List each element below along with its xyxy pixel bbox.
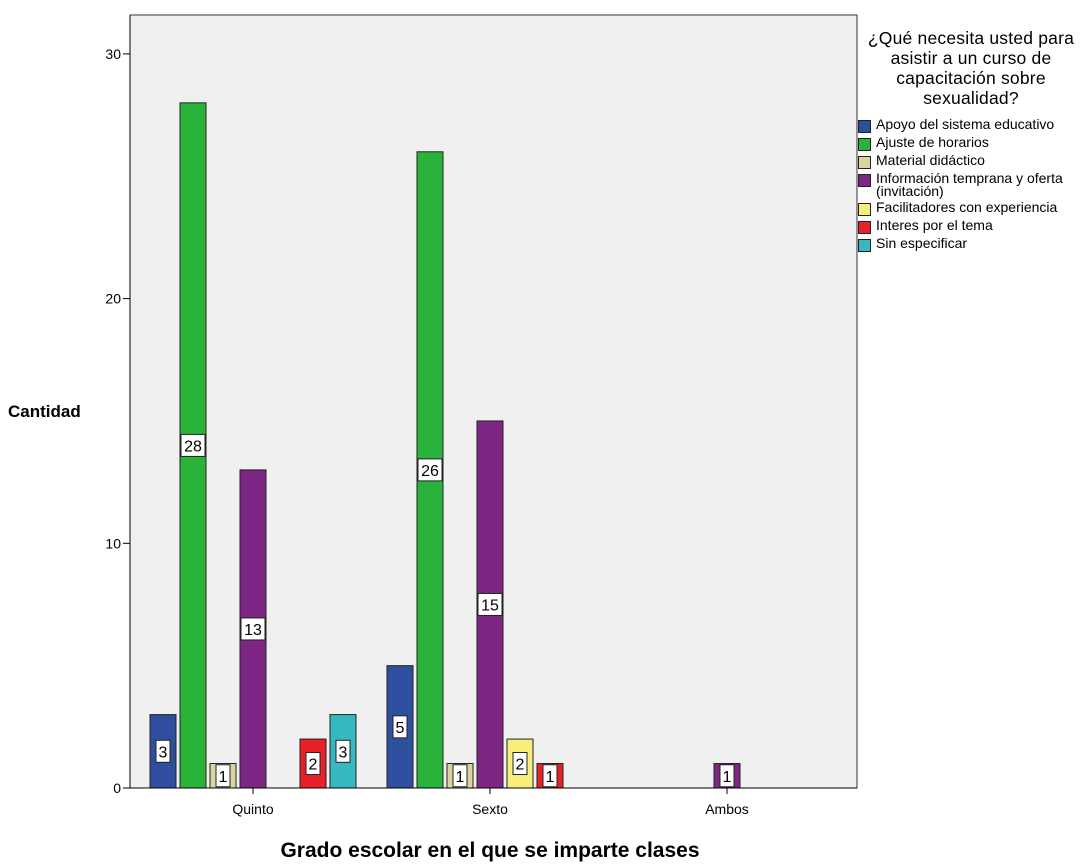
legend-item-informacion-temprana-y-oferta-invitacion: Información temprana y oferta (invitació… [858, 170, 1084, 198]
x-axis-title: Grado escolar en el que se imparte clase… [280, 839, 699, 862]
data-label: 1 [215, 764, 231, 788]
data-label: 1 [542, 764, 558, 788]
legend-label: Ajuste de horarios [876, 134, 989, 150]
data-label-text: 1 [219, 769, 228, 786]
data-label-text: 1 [456, 769, 465, 786]
y-axis-title: Cantidad [8, 402, 81, 421]
data-label: 1 [719, 764, 735, 788]
legend-item-sin-especificar: Sin especificar [858, 235, 1084, 252]
legend-label: Información temprana y oferta (invitació… [876, 170, 1063, 199]
x-tick-label: Sexto [472, 801, 508, 817]
data-label-box [180, 433, 206, 457]
legend-swatch [858, 221, 871, 234]
data-label-box [719, 764, 735, 788]
data-label-box [335, 739, 351, 763]
data-label: 2 [512, 752, 528, 776]
legend-items: Apoyo del sistema educativo Ajuste de hor… [858, 116, 1084, 252]
bar-sexto-apoyo-del-sistema-educativo [386, 665, 414, 789]
data-label-box [240, 617, 266, 641]
data-label-text: 3 [159, 744, 168, 761]
data-label: 3 [335, 739, 351, 763]
data-label-box [512, 752, 528, 776]
data-label: 1 [452, 764, 468, 788]
y-tick-label: 10 [105, 535, 121, 551]
x-tick-label: Ambos [705, 801, 749, 817]
legend-label: Interes por el tema [876, 217, 993, 233]
legend-item-apoyo-del-sistema-educativo: Apoyo del sistema educativo [858, 116, 1084, 133]
legend-label: Apoyo del sistema educativo [876, 116, 1055, 132]
y-tick-label: 20 [105, 291, 121, 307]
data-label-text: 1 [723, 769, 732, 786]
legend-title: ¿Qué necesita usted para asistir a un cu… [867, 28, 1075, 108]
legend-item-ajuste-de-horarios: Ajuste de horarios [858, 134, 1084, 151]
data-label-text: 28 [184, 438, 202, 455]
data-label-text: 5 [396, 720, 405, 737]
data-labels-layer: 3 28 1 13 2 3 5 26 1 15 2 1 1 [155, 433, 735, 788]
legend-swatch [858, 120, 871, 133]
data-label-box [542, 764, 558, 788]
data-label-text: 26 [421, 463, 439, 480]
legend-swatch [858, 156, 871, 169]
x-tick-label: Quinto [232, 801, 273, 817]
legend-item-facilitadores-con-experiencia: Facilitadores con experiencia [858, 199, 1084, 216]
data-label: 13 [240, 617, 266, 641]
legend: ¿Qué necesita usted para asistir a un cu… [858, 28, 1084, 253]
legend-swatch [858, 203, 871, 216]
legend-label: Sin especificar [876, 235, 968, 251]
data-label-box [215, 764, 231, 788]
data-label-box [392, 715, 408, 739]
legend-item-interes-por-el-tema: Interes por el tema [858, 217, 1084, 234]
data-label-text: 2 [309, 757, 318, 774]
data-label-text: 13 [244, 622, 262, 639]
legend-swatch [858, 138, 871, 151]
legend-swatch [858, 239, 871, 252]
data-label: 28 [180, 433, 206, 457]
data-label-box [452, 764, 468, 788]
data-label-box [305, 752, 321, 776]
data-label-text: 2 [516, 757, 525, 774]
legend-label: Material didáctico [876, 152, 985, 168]
data-label: 15 [477, 592, 503, 616]
data-label: 26 [417, 458, 443, 482]
y-ticks-layer: 0 10 20 30 [105, 46, 130, 796]
legend-label: Facilitadores con experiencia [876, 199, 1058, 215]
data-label-text: 1 [546, 769, 555, 786]
data-label: 2 [305, 752, 321, 776]
data-label-box [417, 458, 443, 482]
y-tick-label: 30 [105, 46, 121, 62]
data-label-box [477, 592, 503, 616]
data-label: 5 [392, 715, 408, 739]
data-label-text: 3 [339, 744, 348, 761]
legend-item-material-didactico: Material didáctico [858, 152, 1084, 169]
y-tick-label: 0 [113, 780, 121, 796]
data-label: 3 [155, 739, 171, 763]
legend-swatch [858, 174, 871, 187]
data-label-text: 15 [481, 597, 499, 614]
x-ticks-layer: Quinto Sexto Ambos [232, 788, 749, 817]
data-label-box [155, 739, 171, 763]
